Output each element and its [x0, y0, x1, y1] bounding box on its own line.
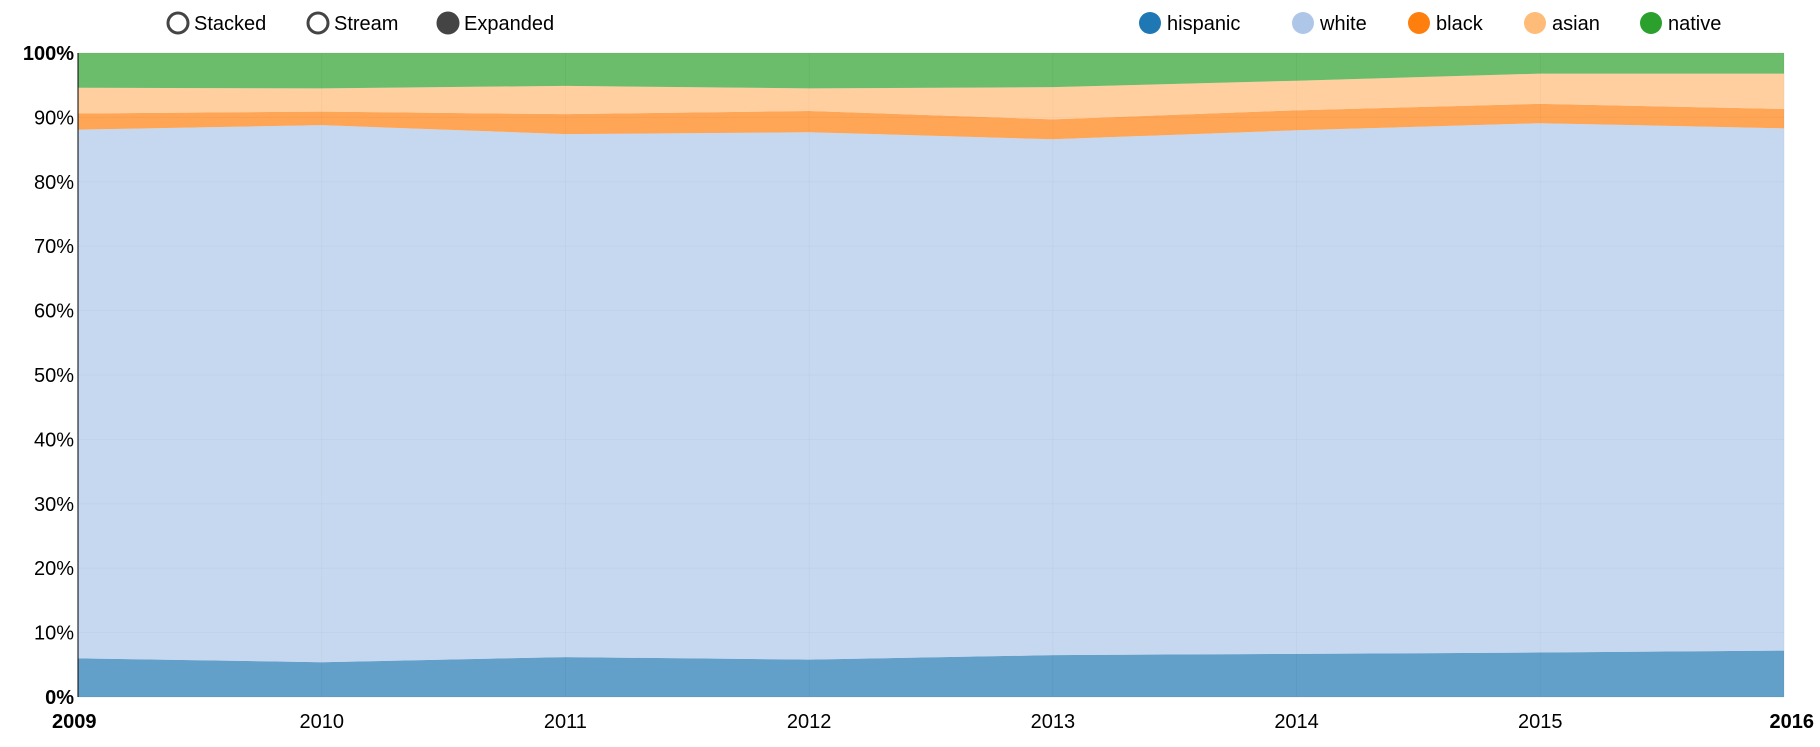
legend-swatch[interactable]	[1640, 12, 1662, 34]
area-series-group	[78, 53, 1784, 697]
stack-mode-stacked[interactable]: Stacked	[166, 11, 266, 35]
radio-indicator[interactable]	[166, 11, 190, 35]
y-tick-label: 30%	[34, 494, 74, 516]
y-tick-label: 80%	[34, 172, 74, 194]
legend-swatch[interactable]	[1524, 12, 1546, 34]
legend-swatch[interactable]	[1292, 12, 1314, 34]
y-tick-label: 90%	[34, 107, 74, 129]
y-tick-label: 0%	[45, 687, 74, 709]
stack-mode-expanded[interactable]: Expanded	[436, 11, 554, 35]
y-tick-label: 70%	[34, 236, 74, 258]
x-tick-label: 2012	[787, 711, 832, 733]
y-tick-label: 20%	[34, 558, 74, 580]
x-tick-label: 2010	[299, 711, 344, 733]
x-tick-label: 2013	[1031, 711, 1076, 733]
control-label: Stream	[334, 13, 398, 35]
legend-label: native	[1668, 13, 1721, 35]
stack-mode-controls: Stacked Stream Expanded	[166, 11, 554, 35]
legend-label: black	[1436, 13, 1484, 35]
x-tick-label: 2015	[1518, 711, 1563, 733]
legend-item-native[interactable]: native	[1640, 12, 1721, 35]
y-tick-label: 50%	[34, 365, 74, 387]
legend-item-hispanic[interactable]: hispanic	[1139, 12, 1240, 35]
area-hispanic[interactable]	[78, 650, 1784, 697]
radio-indicator[interactable]	[306, 11, 330, 35]
area-asian[interactable]	[78, 73, 1784, 120]
x-tick-label: 2016	[1770, 711, 1815, 733]
legend-item-black[interactable]: black	[1408, 12, 1484, 35]
x-tick-label: 2009	[52, 711, 97, 733]
legend-label: hispanic	[1167, 13, 1240, 35]
legend-swatch[interactable]	[1139, 12, 1161, 34]
legend-swatch[interactable]	[1408, 12, 1430, 34]
control-label: Stacked	[194, 13, 266, 35]
radio-indicator[interactable]	[436, 11, 460, 35]
x-tick-label: 2011	[544, 711, 587, 733]
legend-label: white	[1319, 13, 1367, 35]
legend-label: asian	[1552, 13, 1600, 35]
area-black[interactable]	[78, 103, 1784, 140]
y-tick-label: 60%	[34, 301, 74, 323]
stack-mode-stream[interactable]: Stream	[306, 11, 398, 35]
axes: 0% 10% 20% 30% 40% 50% 60% 70% 80% 90% 100% 2009 201…	[23, 43, 1814, 733]
legend: hispanic white black asian native	[1139, 12, 1721, 35]
control-label: Expanded	[464, 13, 554, 35]
y-tick-label: 100%	[23, 43, 74, 65]
x-tick-label: 2014	[1274, 711, 1319, 733]
legend-item-asian[interactable]: asian	[1524, 12, 1600, 35]
legend-item-white[interactable]: white	[1292, 12, 1367, 35]
area-white[interactable]	[78, 123, 1784, 663]
area-native[interactable]	[78, 53, 1784, 89]
y-tick-label: 10%	[34, 623, 74, 645]
y-tick-label: 40%	[34, 429, 74, 451]
